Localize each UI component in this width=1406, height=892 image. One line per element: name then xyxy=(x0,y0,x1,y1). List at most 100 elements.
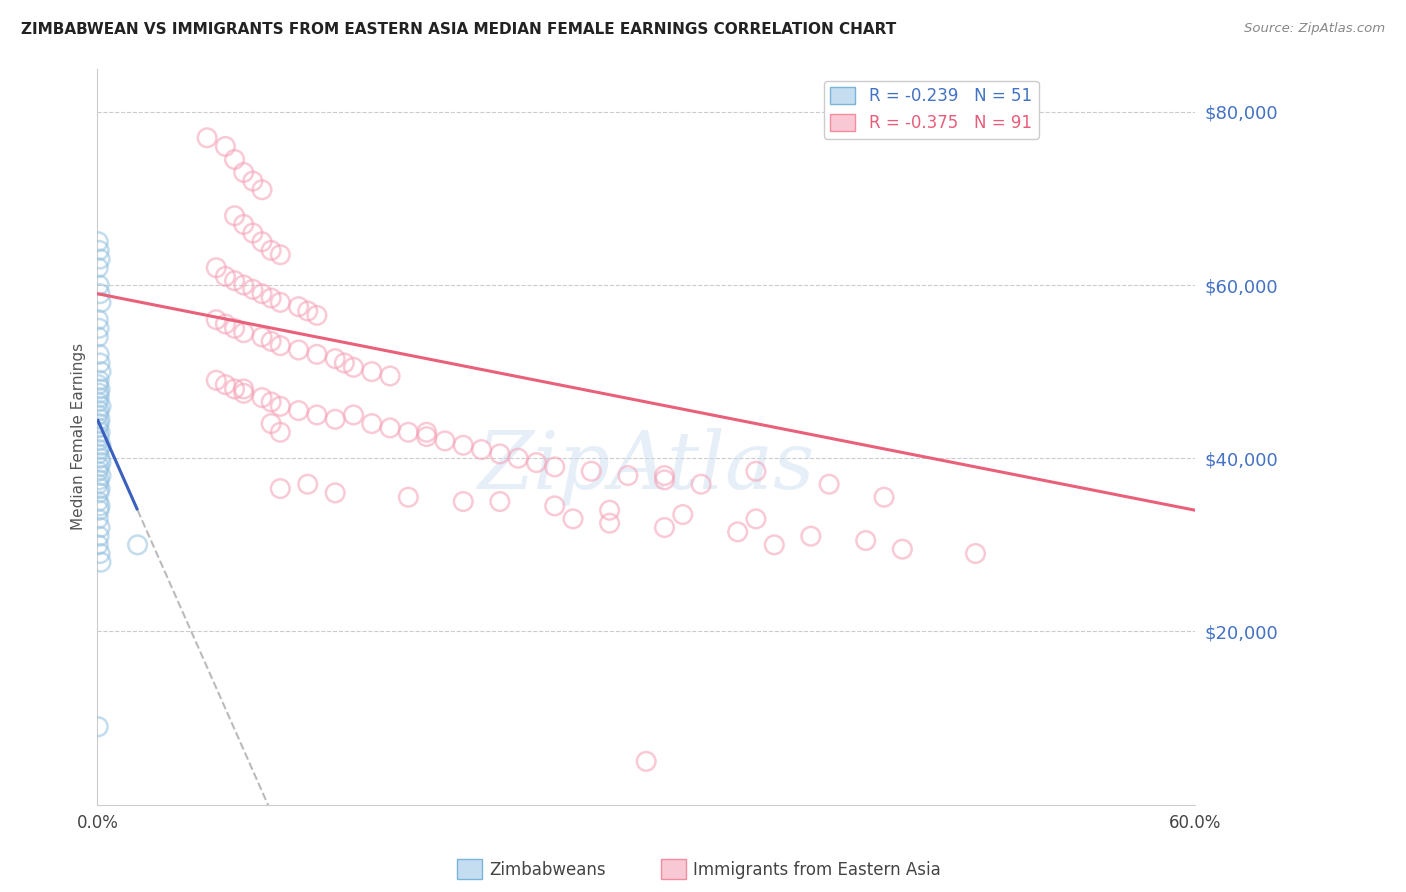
Point xyxy=(87,720,110,734)
Point xyxy=(89,321,111,335)
Point xyxy=(89,244,111,258)
Point xyxy=(599,503,621,517)
Point xyxy=(87,377,110,392)
Point xyxy=(342,408,364,422)
Point xyxy=(90,399,112,413)
Point xyxy=(250,235,273,249)
Point xyxy=(89,286,111,301)
Point xyxy=(818,477,841,491)
Point xyxy=(89,486,111,500)
Point xyxy=(90,295,112,310)
Point xyxy=(562,512,585,526)
Point xyxy=(224,153,246,167)
Point xyxy=(599,516,621,531)
Point xyxy=(232,218,254,232)
Point xyxy=(250,391,273,405)
Text: Immigrants from Eastern Asia: Immigrants from Eastern Asia xyxy=(693,861,941,879)
Point xyxy=(89,252,111,266)
Point xyxy=(396,490,419,504)
Point xyxy=(250,183,273,197)
Point xyxy=(232,386,254,401)
Point xyxy=(127,538,149,552)
Point xyxy=(415,429,437,443)
Point xyxy=(90,438,112,452)
Point xyxy=(965,547,987,561)
Point xyxy=(89,403,111,417)
Point xyxy=(205,260,228,275)
Point xyxy=(89,442,111,457)
Point xyxy=(323,351,346,366)
Y-axis label: Median Female Earnings: Median Female Earnings xyxy=(72,343,86,530)
Point xyxy=(378,421,401,435)
Point xyxy=(342,360,364,375)
Point xyxy=(297,304,319,318)
Point xyxy=(526,456,548,470)
Point xyxy=(287,403,309,417)
Point xyxy=(89,347,111,361)
Point xyxy=(433,434,456,448)
Point xyxy=(87,477,110,491)
Point xyxy=(260,395,283,409)
Point xyxy=(617,468,640,483)
Point xyxy=(89,373,111,387)
Point xyxy=(581,464,603,478)
Point xyxy=(333,356,356,370)
Point xyxy=(89,451,111,466)
Point xyxy=(224,321,246,335)
Point xyxy=(544,499,567,513)
Point xyxy=(87,494,110,508)
Point xyxy=(250,330,273,344)
Point xyxy=(287,300,309,314)
Point xyxy=(232,382,254,396)
Point xyxy=(297,477,319,491)
Point xyxy=(89,473,111,487)
Point xyxy=(90,555,112,569)
Point xyxy=(800,529,823,543)
Point xyxy=(87,434,110,448)
Point xyxy=(269,425,291,440)
Point xyxy=(89,356,111,370)
Point xyxy=(87,512,110,526)
Point xyxy=(287,343,309,357)
Point xyxy=(269,399,291,413)
Point xyxy=(89,412,111,426)
Legend: R = -0.239   N = 51, R = -0.375   N = 91: R = -0.239 N = 51, R = -0.375 N = 91 xyxy=(824,80,1039,138)
Point xyxy=(89,391,111,405)
Point xyxy=(89,499,111,513)
Point xyxy=(260,334,283,349)
Point xyxy=(224,274,246,288)
Point xyxy=(214,269,236,284)
Point xyxy=(260,244,283,258)
Point xyxy=(232,165,254,179)
Point xyxy=(378,368,401,383)
Point xyxy=(87,395,110,409)
Point xyxy=(654,520,676,534)
Point xyxy=(396,425,419,440)
Point xyxy=(87,330,110,344)
Point xyxy=(636,755,658,769)
Point xyxy=(544,459,567,474)
Point xyxy=(654,473,676,487)
Point xyxy=(89,529,111,543)
Point xyxy=(214,139,236,153)
Point xyxy=(87,464,110,478)
Point xyxy=(305,408,328,422)
Point xyxy=(260,417,283,431)
Point xyxy=(232,326,254,340)
Point xyxy=(89,417,111,431)
Point xyxy=(415,425,437,440)
Point xyxy=(89,459,111,474)
Point xyxy=(260,291,283,305)
Point xyxy=(855,533,877,548)
Point xyxy=(672,508,695,522)
Point xyxy=(89,386,111,401)
Point xyxy=(763,538,786,552)
Point xyxy=(489,494,512,508)
Point xyxy=(205,373,228,387)
Point xyxy=(654,468,676,483)
Point xyxy=(224,382,246,396)
Point xyxy=(360,365,382,379)
Point xyxy=(305,309,328,323)
Point xyxy=(214,317,236,331)
Point xyxy=(87,235,110,249)
